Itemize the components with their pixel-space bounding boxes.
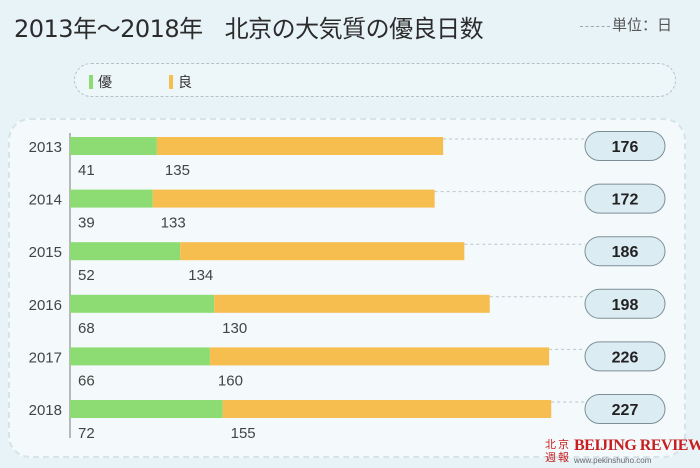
total-badge [584,131,666,161]
value-label-excellent: 52 [78,267,95,284]
total-badge [584,341,666,372]
unit-label: 単位：日 [612,16,673,34]
total-value: 172 [612,192,639,209]
bar-excellent [70,242,181,261]
legend-swatch-good [169,75,173,89]
header: 2013年～2018年 北京の大気質の優良日数 単位：日 [0,0,700,58]
value-label-good: 160 [218,372,243,389]
legend-label-excellent: 優 [98,75,112,91]
year-label: 2018 [29,402,62,419]
bar-excellent [70,400,223,418]
bar-excellent [70,294,215,313]
year-label: 2017 [29,349,62,366]
total-badge [584,394,666,424]
year-label: 2014 [29,192,62,209]
bar-good [209,347,550,366]
unit-divider [580,26,610,27]
year-label: 2015 [29,244,62,261]
legend-item-good: 良 [169,72,192,92]
total-value: 198 [612,297,639,314]
brand-name: BEIJING REVIEW [574,437,700,454]
title-years: 2013年～2018年 [14,15,203,43]
page-title: 2013年～2018年 北京の大気質の優良日数 [14,9,484,44]
value-label-good: 130 [222,320,247,337]
value-label-good: 155 [231,425,256,442]
total-badge [584,236,666,267]
beijing-review-logo: 北京週報 BEIJING REVIEW www.pekinshuho.com [542,436,700,466]
total-badge [584,288,666,319]
total-badge [584,183,666,214]
bar-good [152,189,435,208]
bar-good [156,137,444,155]
bar-good [180,242,465,261]
year-label: 2016 [29,297,62,314]
total-value: 186 [612,244,639,261]
value-label-excellent: 72 [78,425,95,442]
bar-excellent [70,137,157,155]
legend-swatch-excellent [89,75,93,89]
legend-item-excellent: 優 [89,72,112,92]
legend: 優 良 [74,63,676,97]
total-value: 176 [612,139,639,156]
bar-excellent [70,347,210,366]
total-value: 226 [612,349,639,366]
value-label-good: 134 [188,267,213,284]
value-label-excellent: 66 [78,372,95,389]
bar-good [222,400,552,418]
year-label: 2013 [29,139,62,156]
value-label-excellent: 41 [78,162,95,179]
brand-cn-mark: 北京週報 [545,438,569,464]
title-subject: 北京の大気質の優良日数 [224,15,484,43]
bar-excellent [70,189,153,208]
value-label-excellent: 68 [78,320,95,337]
value-label-good: 133 [161,215,186,232]
brand-url: www.pekinshuho.com [574,456,652,465]
legend-label-good: 良 [178,75,192,91]
total-value: 227 [612,402,639,419]
value-label-good: 135 [165,162,190,179]
bar-good [214,294,490,313]
value-label-excellent: 39 [78,215,95,232]
